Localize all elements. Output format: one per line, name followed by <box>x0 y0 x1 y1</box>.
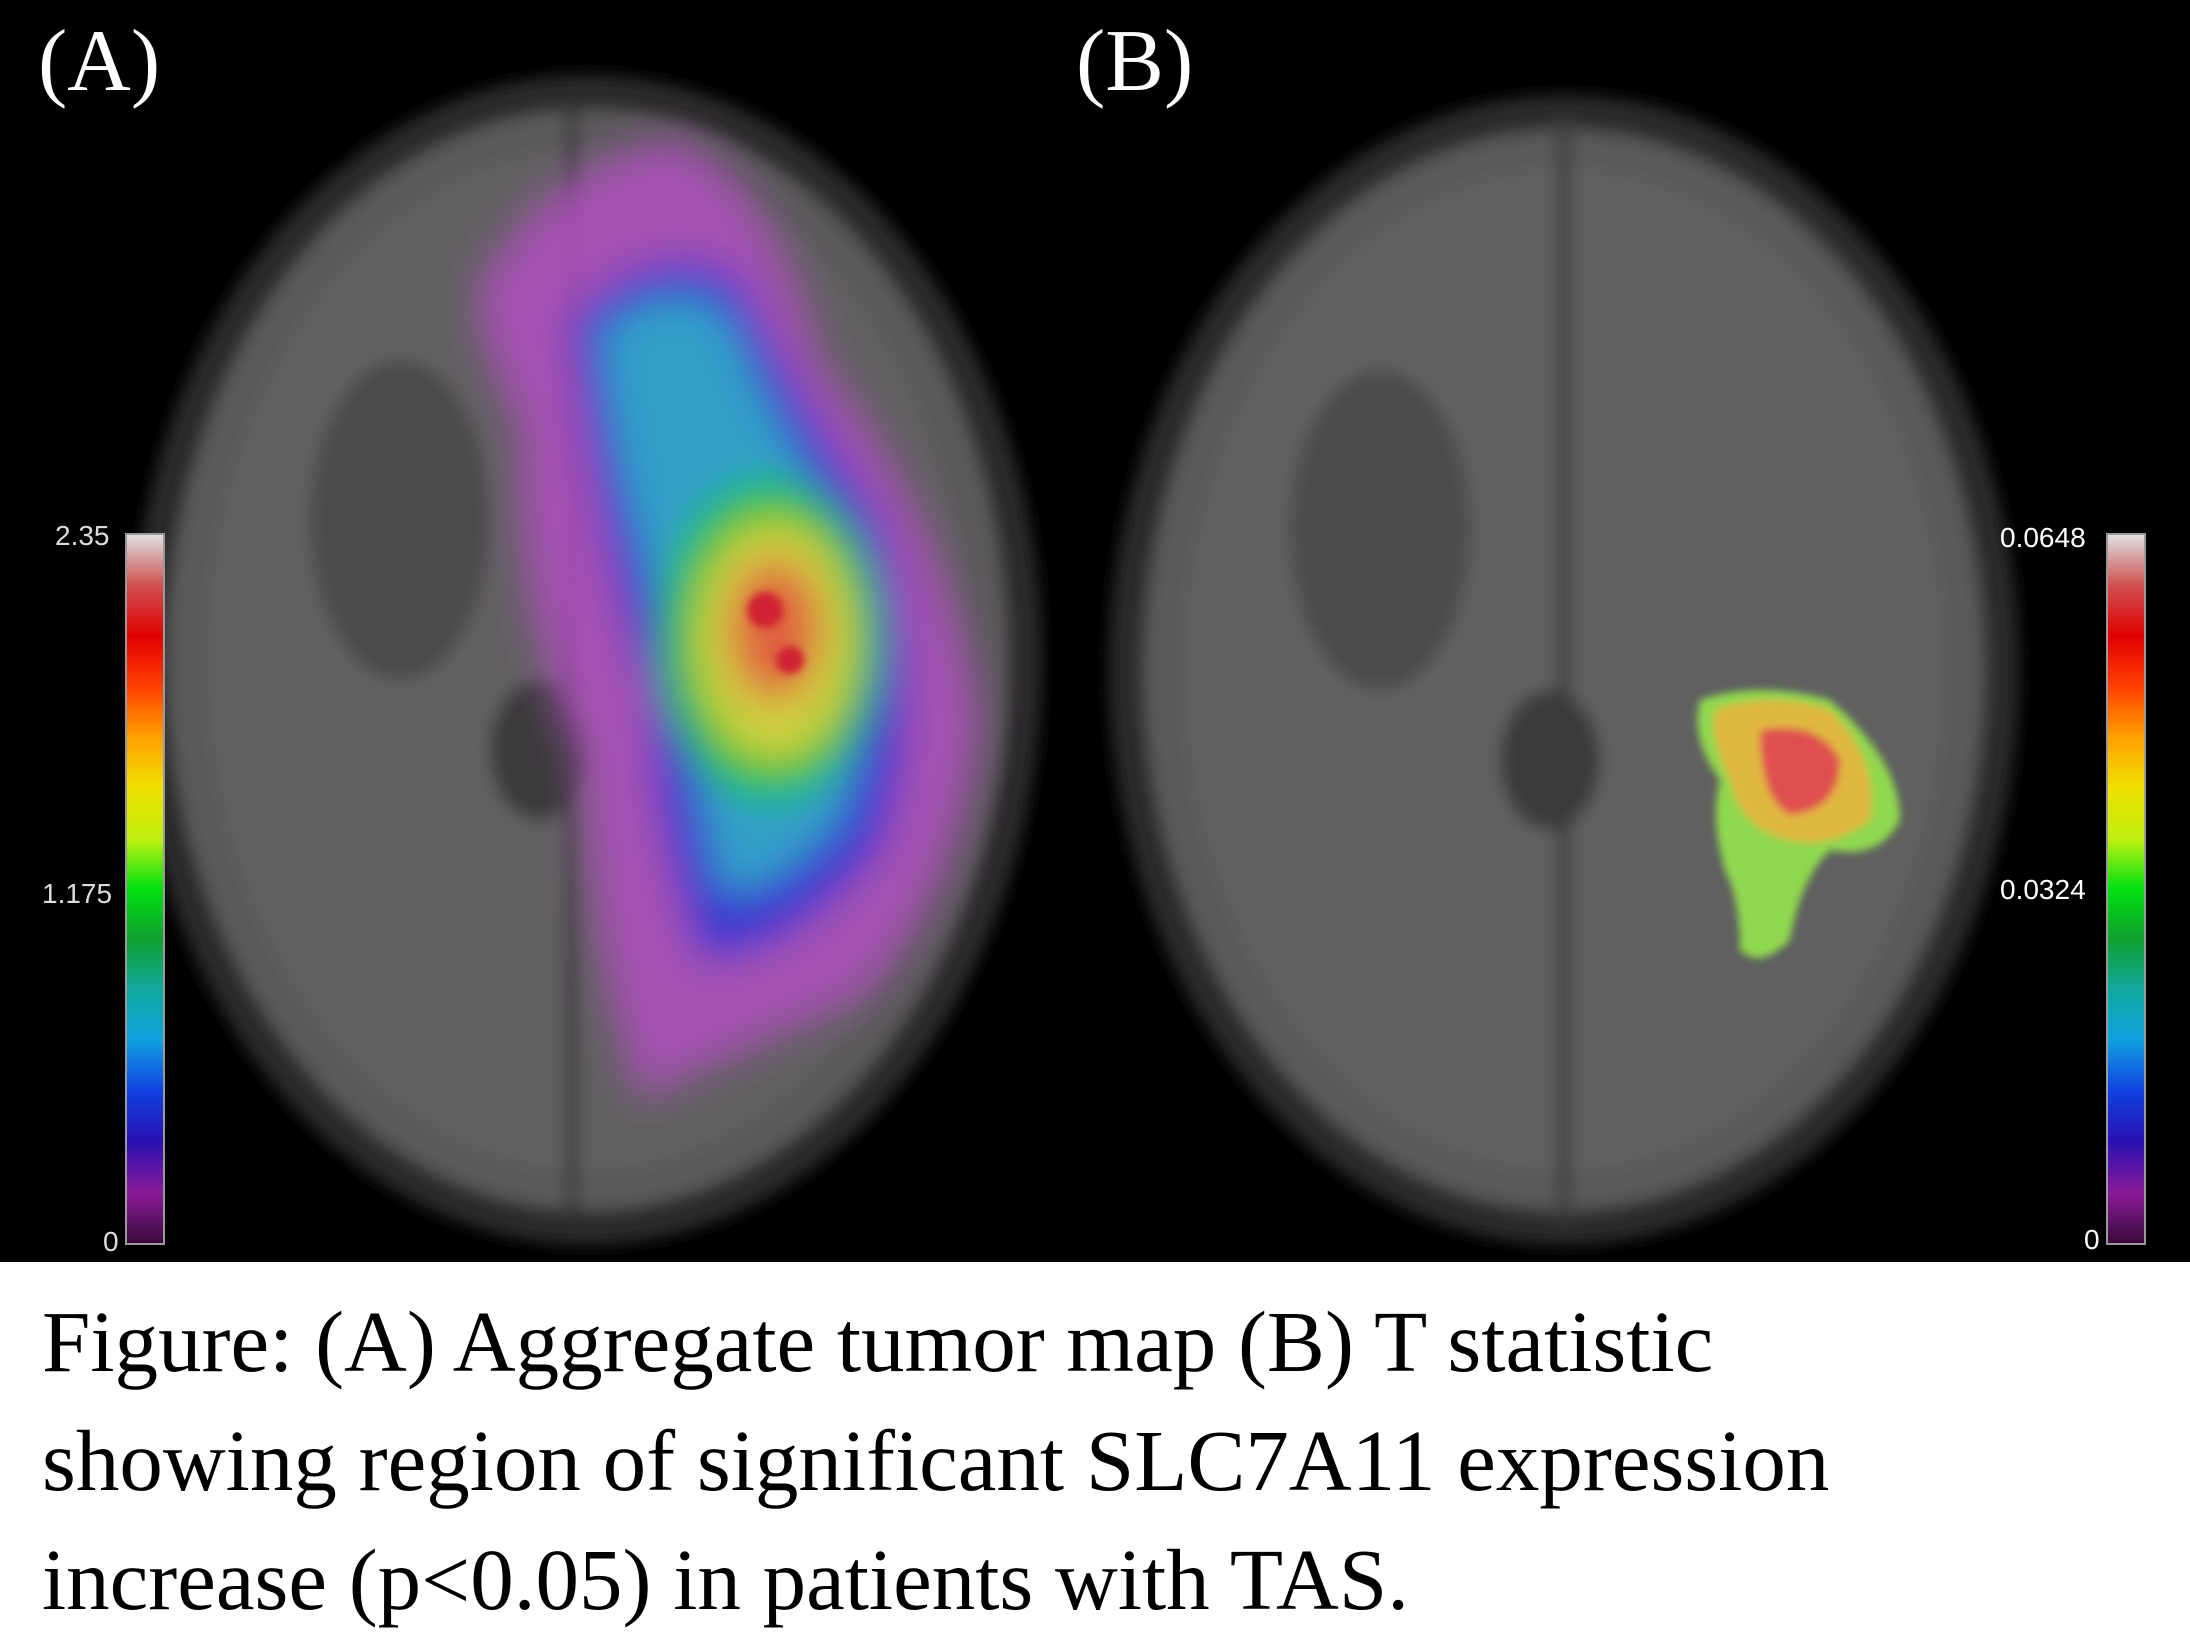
caption-line-1: Figure: (A) Aggregate tumor map (B) T st… <box>42 1293 1714 1390</box>
colorbar-a-min: 0 <box>103 1226 119 1257</box>
brain-images <box>132 75 2019 1245</box>
caption-line-2: showing region of significant SLC7A11 ex… <box>42 1412 1830 1509</box>
panel-label-b: (B) <box>1076 13 1194 110</box>
brain-figure: (A) (B) 2.35 1.175 0 0.0648 0.0324 0 <box>0 0 2190 1262</box>
tumor-map-a <box>478 140 980 1100</box>
colorbar-b-mid: 0.0324 <box>2000 874 2086 905</box>
caption-line-3: increase (p<0.05) in patients with TAS. <box>42 1531 1409 1628</box>
colorbar-a-max: 2.35 <box>55 520 110 551</box>
figure-caption: Figure: (A) Aggregate tumor map (B) T st… <box>42 1282 2162 1632</box>
brain-slice-b <box>1109 95 2019 1245</box>
panel-label-a: (A) <box>38 13 161 110</box>
significance-map-b <box>1697 690 1900 958</box>
colorbar-a-mid: 1.175 <box>42 878 113 909</box>
colorbar-b <box>2106 533 2146 1245</box>
colorbar-b-min: 0 <box>2084 1224 2100 1255</box>
colorbar-a <box>125 533 165 1245</box>
colorbar-b-max: 0.0648 <box>2000 522 2086 553</box>
